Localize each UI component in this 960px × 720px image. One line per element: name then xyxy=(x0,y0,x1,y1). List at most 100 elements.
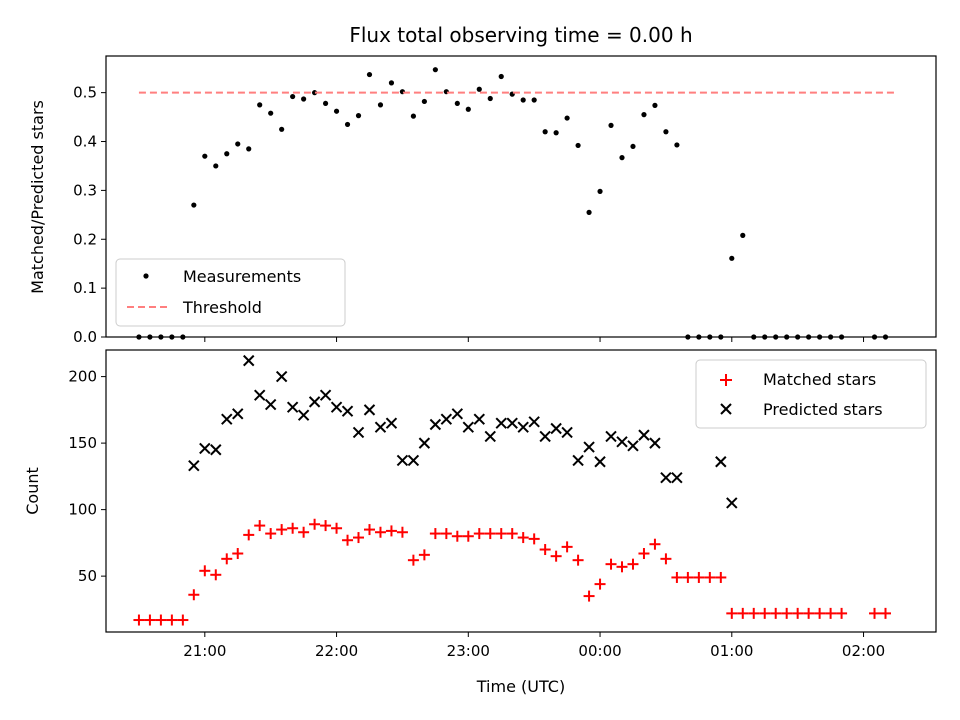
matched-stars-point xyxy=(309,518,321,530)
bottom-legend: Matched stars Predicted stars xyxy=(695,359,927,429)
legend-marker-matched xyxy=(720,374,732,386)
measurement-point xyxy=(202,153,208,159)
legend-marker-predicted xyxy=(720,403,732,415)
measurement-point xyxy=(377,102,384,108)
predicted-stars-point xyxy=(495,417,507,429)
matched-stars-point xyxy=(221,553,233,565)
measurement-point xyxy=(410,113,417,119)
predicted-stars-point xyxy=(429,418,442,431)
matched-stars-point xyxy=(671,571,683,583)
predicted-stars-point xyxy=(286,401,299,413)
chart-title: Flux total observing time = 0.00 h xyxy=(349,23,692,47)
legend-marker-measurements xyxy=(143,273,149,279)
measurement-point xyxy=(564,115,570,121)
predicted-stars-point xyxy=(221,413,233,425)
predicted-stars-point xyxy=(199,442,211,455)
predicted-stars-point xyxy=(232,408,244,420)
measurement-point xyxy=(586,209,592,215)
measurement-point xyxy=(619,155,625,161)
predicted-stars-point xyxy=(253,389,266,401)
predicted-stars-point xyxy=(418,437,431,449)
x-axis-label: Time (UTC) xyxy=(476,677,565,696)
matched-stars-point xyxy=(418,549,430,561)
measurement-point xyxy=(531,97,537,103)
matched-stars-point xyxy=(210,569,222,581)
matched-stars-point xyxy=(484,528,496,540)
predicted-stars-point xyxy=(374,421,387,433)
matched-stars-point xyxy=(374,526,386,538)
predicted-stars-point xyxy=(572,454,584,467)
measurement-point xyxy=(290,93,296,100)
predicted-stars-point xyxy=(330,401,343,413)
matched-stars-point xyxy=(539,544,551,556)
measurement-point xyxy=(366,71,373,78)
matched-stars-point xyxy=(254,520,266,532)
predicted-stars-point xyxy=(550,422,562,435)
predicted-stars-point xyxy=(638,429,650,441)
y-tick-label: 0.1 xyxy=(73,279,97,297)
predicted-stars-point xyxy=(649,437,661,449)
predicted-stars-point xyxy=(308,396,321,408)
top-legend-box xyxy=(115,258,346,327)
predicted-stars-point xyxy=(451,408,464,420)
matched-stars-point xyxy=(188,589,200,601)
predicted-stars-point xyxy=(594,456,606,468)
x-tick-label: 02:00 xyxy=(842,642,885,660)
measurement-point xyxy=(344,121,351,128)
matched-stars-point xyxy=(155,614,167,626)
y-tick-label: 0.5 xyxy=(73,84,97,102)
matched-stars-point xyxy=(660,553,672,565)
measurement-point xyxy=(575,142,581,149)
predicted-stars-point xyxy=(561,426,573,439)
matched-stars-point xyxy=(232,548,244,560)
predicted-stars-point xyxy=(275,370,288,383)
predicted-stars-point xyxy=(627,440,639,452)
predicted-stars-point xyxy=(671,471,683,484)
y-tick-label: 0.2 xyxy=(73,230,97,248)
matched-stars-point xyxy=(803,607,815,619)
matched-stars-point xyxy=(879,607,891,619)
x-tick-label: 00:00 xyxy=(578,642,621,660)
matched-stars-point xyxy=(737,607,749,619)
matched-stars-point xyxy=(638,548,650,560)
measurement-point xyxy=(333,108,340,114)
measurement-point xyxy=(301,96,307,102)
measurement-point xyxy=(224,151,230,157)
matched-stars-point xyxy=(265,528,277,540)
y-tick-label: 0.3 xyxy=(73,181,97,199)
matched-stars-point xyxy=(693,571,705,583)
measurement-point xyxy=(432,67,438,73)
y-tick-label: 0.4 xyxy=(73,133,97,151)
measurement-point xyxy=(246,146,252,152)
measurement-point xyxy=(740,232,746,238)
predicted-stars-point xyxy=(539,430,551,443)
measurement-point xyxy=(235,141,241,147)
measurement-point xyxy=(454,100,460,107)
matched-stars-point xyxy=(144,614,156,626)
matched-stars-point xyxy=(682,571,694,583)
matched-stars-point xyxy=(759,607,771,619)
matched-stars-point xyxy=(550,550,562,562)
x-tick-label: 21:00 xyxy=(183,642,226,660)
matched-stars-point xyxy=(243,529,255,541)
measurement-point xyxy=(191,202,197,208)
matched-stars-point xyxy=(363,524,375,536)
matched-stars-point xyxy=(451,530,463,542)
measurement-point xyxy=(355,113,362,119)
top-axes-frame xyxy=(105,55,937,338)
matched-stars-point xyxy=(166,614,178,626)
matched-stars-point xyxy=(770,607,782,619)
predicted-stars-point xyxy=(726,497,738,509)
legend-label-measurements: Measurements xyxy=(183,267,301,286)
top-y-axis-label: Matched/Predicted stars xyxy=(28,100,47,294)
matched-stars-point xyxy=(506,528,518,540)
matched-stars-point xyxy=(320,520,332,532)
predicted-stars-point xyxy=(506,417,518,429)
x-tick-label: 23:00 xyxy=(447,642,490,660)
matched-stars-point xyxy=(396,526,408,538)
measurement-point xyxy=(553,130,559,136)
matched-stars-point xyxy=(748,607,760,619)
matched-stars-point xyxy=(331,522,343,534)
predicted-stars-point xyxy=(462,421,475,433)
